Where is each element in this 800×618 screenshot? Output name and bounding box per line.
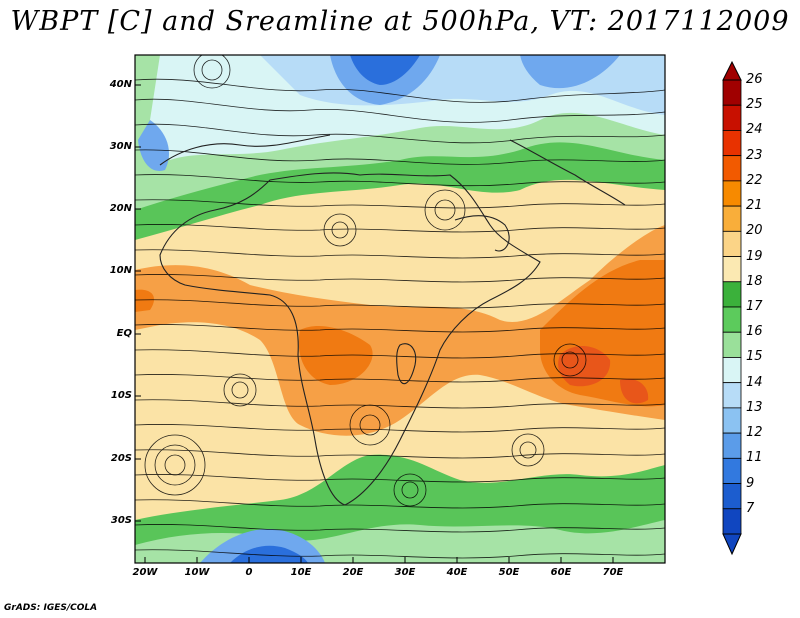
- lat-label-40n: 40N: [109, 79, 132, 90]
- colorbar-box: [722, 382, 742, 409]
- lon-label-50e: 50E: [498, 567, 520, 578]
- colorbar-label: 7: [746, 500, 755, 516]
- streamlines: [135, 55, 665, 559]
- colorbar-bottom-arrow: [722, 533, 742, 556]
- lat-label-10s: 10S: [110, 390, 132, 401]
- lon-label-30e: 30E: [394, 567, 416, 578]
- axis-ticks: [135, 84, 614, 563]
- colorbar-box: [722, 357, 742, 384]
- map-title: WBPT [C] and Sreamline at 500hPa, VT: 20…: [10, 6, 790, 37]
- colorbar-box: [722, 281, 742, 308]
- wbpt-field-north-darkblue: [350, 55, 420, 85]
- colorbar-label: 21: [746, 198, 763, 214]
- colorbar-box: [722, 483, 742, 510]
- colorbar-box: [722, 230, 742, 257]
- colorbar-label: 19: [746, 248, 763, 264]
- colorbar-label: 14: [746, 374, 763, 390]
- lat-label-eq: EQ: [116, 328, 132, 339]
- colorbar-label: 13: [746, 399, 763, 415]
- coastlines: [159, 134, 626, 506]
- colorbar-label: 11: [746, 450, 763, 466]
- colorbar-label: 16: [746, 324, 763, 340]
- colorbar-label: 22: [746, 172, 763, 188]
- wbpt-field-darkorange: [135, 260, 665, 407]
- colorbar-box: [722, 256, 742, 283]
- lon-label-20w: 20W: [132, 567, 158, 578]
- lat-label-30n: 30N: [109, 141, 132, 152]
- lat-label-20s: 20S: [110, 453, 132, 464]
- colorbar-top-arrow: [722, 60, 742, 81]
- colorbar-box: [722, 407, 742, 434]
- colorbar-label: 17: [746, 299, 763, 314]
- lon-label-10e: 10E: [290, 567, 312, 578]
- plot-frame: [134, 54, 666, 564]
- colorbar-label: 18: [746, 273, 763, 289]
- wbpt-field-redorange: [558, 345, 649, 404]
- colorbar-box: [722, 155, 742, 182]
- lon-label-10w: 10W: [184, 567, 210, 578]
- colorbar-box: [722, 432, 742, 459]
- colorbar-label: 15: [746, 349, 763, 365]
- lat-label-30s: 30S: [110, 515, 132, 526]
- colorbar-label: 26: [746, 72, 763, 87]
- lon-label-40e: 40E: [446, 567, 468, 578]
- colorbar-box: [722, 306, 742, 333]
- lon-label-20e: 20E: [342, 567, 364, 578]
- colorbar-label: 23: [746, 147, 763, 163]
- colorbar-box: [722, 79, 742, 106]
- colorbar-box: [722, 508, 742, 535]
- colorbar-label: 9: [746, 475, 755, 491]
- colorbar-box: [722, 205, 742, 232]
- colorbar-box: [722, 331, 742, 358]
- colorbar-label: 25: [746, 97, 763, 113]
- colorbar-box: [722, 180, 742, 207]
- credit-text: GrADS: IGES/COLA: [4, 603, 98, 613]
- lat-label-10n: 10N: [109, 265, 132, 276]
- lon-label-0: 0: [245, 567, 253, 578]
- colorbar-label: 24: [746, 122, 763, 138]
- colorbar-label: 12: [746, 425, 763, 441]
- lat-label-20n: 20N: [109, 203, 132, 214]
- colorbar-box: [722, 130, 742, 157]
- colorbar-box: [722, 457, 742, 484]
- colorbar-label: 20: [746, 223, 763, 239]
- lon-label-60e: 60E: [550, 567, 572, 578]
- lon-label-70e: 70E: [602, 567, 624, 578]
- colorbar-box: [722, 104, 742, 131]
